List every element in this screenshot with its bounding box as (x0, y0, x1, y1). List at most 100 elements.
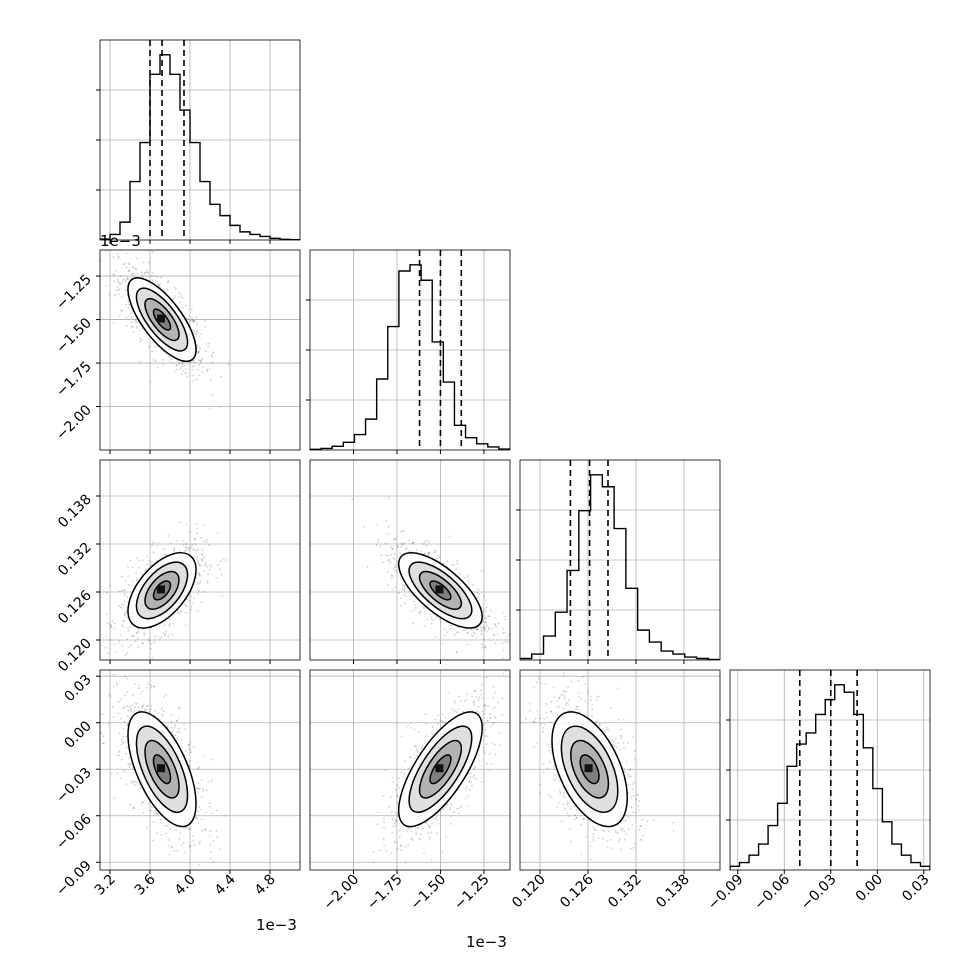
scatter-point (135, 781, 138, 784)
scatter-point (439, 621, 442, 623)
scatter-point (488, 716, 491, 719)
scatter-point (128, 304, 131, 307)
scatter-point (125, 783, 128, 786)
scatter-point (398, 787, 401, 789)
scatter-point (173, 286, 176, 289)
scatter-point (164, 554, 167, 557)
scatter-point (133, 780, 136, 783)
scatter-point (206, 370, 209, 372)
scatter-point (390, 795, 392, 798)
scatter-point (182, 543, 185, 546)
scatter-point (484, 608, 486, 611)
scatter-point (492, 697, 495, 700)
scatter-point (177, 611, 180, 614)
scatter-point (428, 836, 431, 839)
scatter-point (440, 719, 443, 722)
scatter-point (125, 771, 128, 774)
scatter-point (494, 617, 497, 620)
scatter-point (488, 615, 491, 618)
scatter-point (196, 331, 199, 334)
scatter-point (192, 835, 195, 837)
scatter-point (120, 309, 123, 312)
scatter-point (105, 250, 108, 252)
scatter-point (224, 814, 227, 817)
scatter-point (564, 796, 566, 799)
scatter-point (376, 811, 379, 814)
scatter-point (539, 682, 542, 685)
scatter-point (400, 771, 403, 774)
scatter-point (167, 280, 170, 283)
scatter-point (165, 832, 168, 835)
scatter-point (135, 577, 138, 580)
scatter-point (488, 770, 491, 772)
scatter-point (180, 293, 182, 296)
scatter-point (101, 660, 103, 662)
scatter-point (410, 830, 413, 833)
scatter-point (136, 272, 139, 275)
scatter-point (482, 614, 485, 617)
scatter-point (110, 625, 113, 627)
scatter-point (125, 277, 128, 279)
scatter-point (631, 782, 634, 785)
scatter-point (454, 700, 457, 703)
scatter-point (142, 704, 145, 707)
scatter-point (118, 605, 121, 607)
scatter-point (156, 812, 159, 815)
scatter-point (208, 342, 211, 345)
scatter-point (398, 776, 400, 779)
scatter-point (121, 603, 123, 606)
scatter-point (146, 271, 149, 274)
scatter-point (403, 585, 406, 588)
scatter-point (394, 564, 397, 567)
scatter-point (464, 577, 466, 579)
scatter-point (135, 268, 138, 271)
scatter-point (143, 271, 146, 274)
scatter-point (166, 824, 169, 827)
scatter-point (486, 762, 488, 765)
scatter-point (141, 801, 144, 803)
scatter-point (129, 803, 132, 806)
scatter-point (127, 299, 130, 302)
scatter-point (129, 705, 132, 708)
scatter-point (127, 277, 129, 280)
scatter-point (148, 801, 151, 804)
scatter-point (168, 853, 171, 856)
scatter-point (195, 333, 198, 336)
corner-panels: −2.00−1.75−1.50−1.250.1200.1260.1320.138… (53, 39, 933, 913)
scatter-point (119, 283, 122, 286)
scatter-point (125, 610, 128, 613)
scatter-point (390, 574, 393, 576)
scatter-point (203, 828, 206, 831)
scatter-point (127, 269, 130, 272)
scatter-point (628, 769, 631, 772)
scatter-point (485, 630, 488, 633)
scatter-point (118, 641, 120, 644)
scatter-point (216, 836, 219, 838)
scatter-point (123, 611, 126, 614)
scatter-point (181, 745, 183, 748)
scatter-point (149, 711, 152, 713)
scatter-point (97, 603, 99, 605)
scatter-point (485, 599, 488, 601)
scatter-point (123, 613, 126, 616)
panel-3-1: −2.00 −1.75 −1.50 −1.25 (309, 669, 511, 913)
scatter-point (191, 368, 194, 371)
scatter-point (387, 584, 389, 586)
scatter-point (179, 611, 182, 614)
scatter-point (178, 362, 181, 365)
scatter-point (189, 608, 192, 611)
scatter-point (430, 831, 433, 834)
scatter-point (176, 849, 179, 852)
scatter-point (185, 372, 188, 375)
scatter-point (109, 624, 112, 626)
scatter-point (202, 570, 205, 573)
scatter-point (494, 623, 497, 626)
scatter-point (201, 358, 204, 361)
scatter-point (207, 780, 210, 783)
scatter-point (635, 798, 638, 801)
scatter-point (389, 561, 392, 564)
scatter-point (184, 624, 187, 626)
scatter-point (197, 573, 200, 576)
scatter-point (625, 760, 627, 763)
scatter-point (156, 635, 158, 638)
